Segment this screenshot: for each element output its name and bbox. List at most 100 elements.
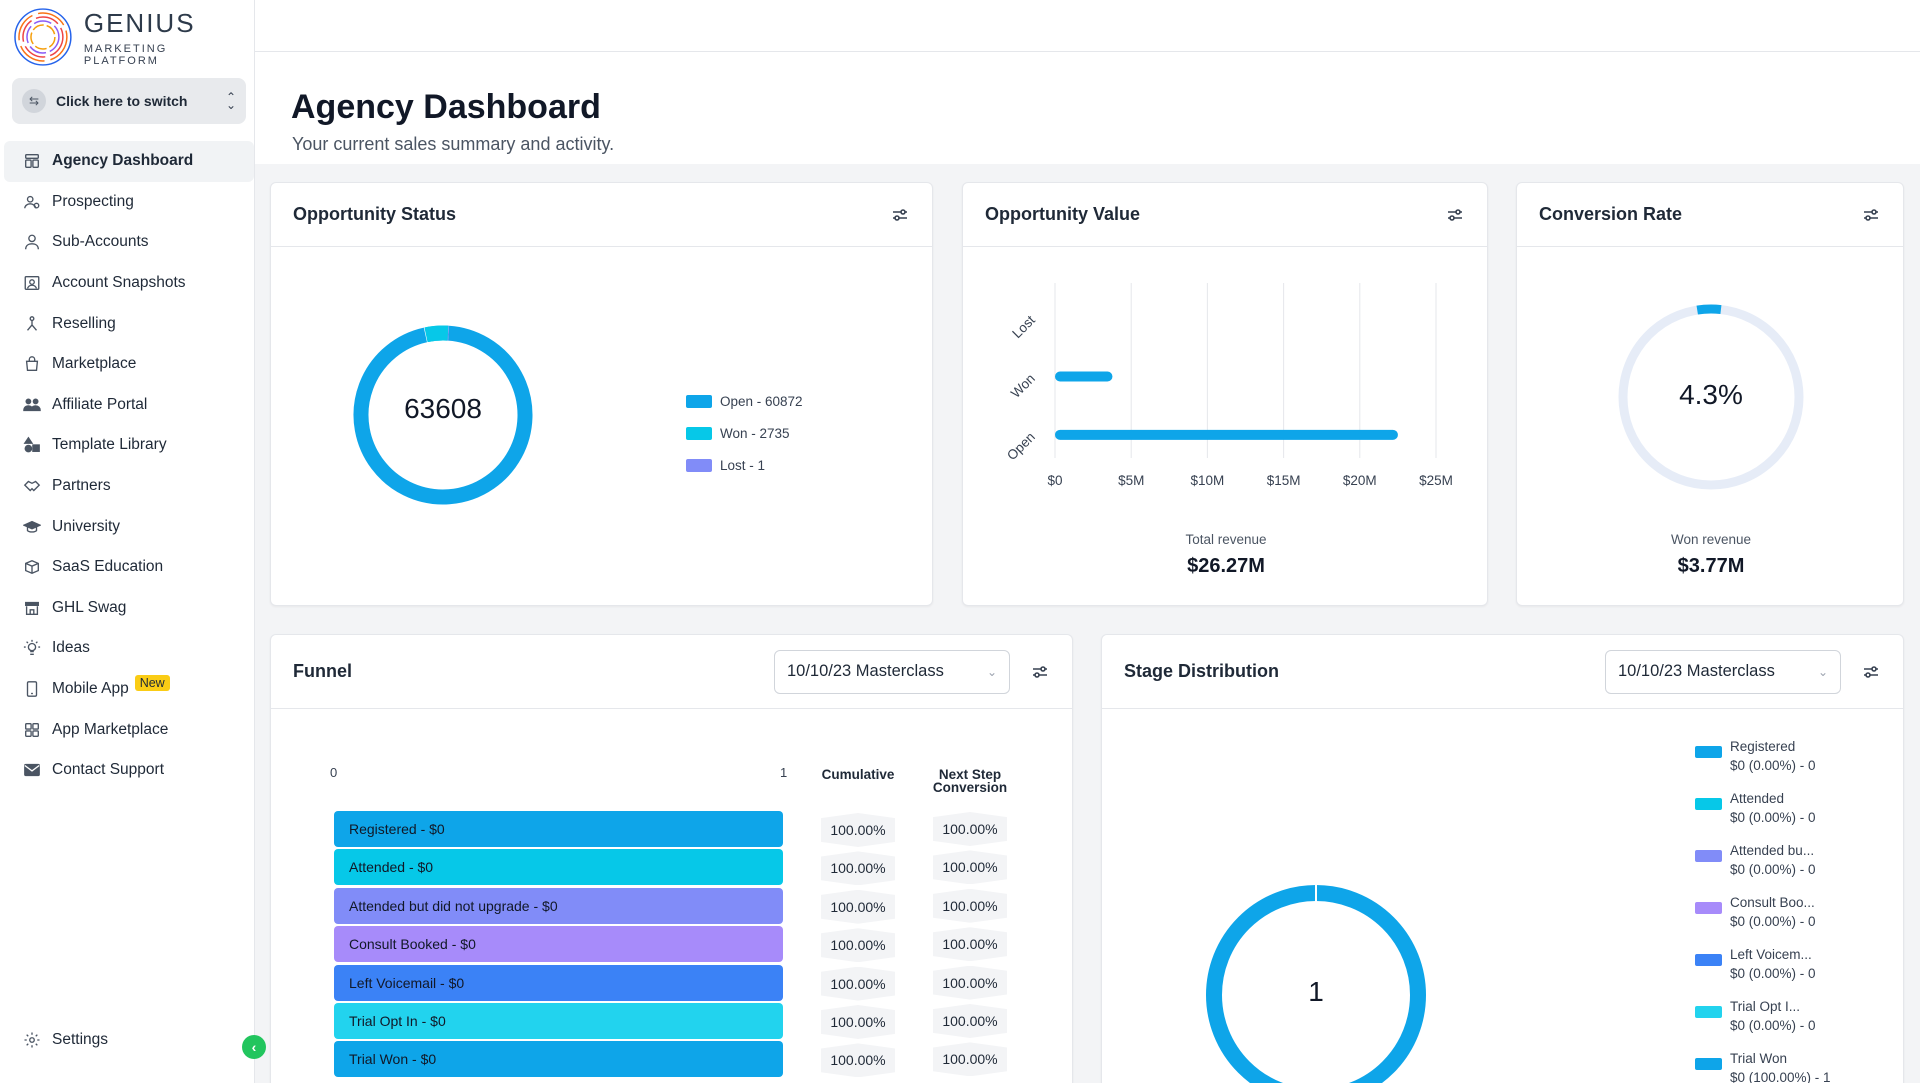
legend-label: Lost - 1 [720, 457, 766, 473]
chevron-down-icon: ⌄ [1817, 664, 1828, 679]
switch-account-icon: ⇆ [22, 89, 46, 113]
legend-label: Open - 60872 [720, 393, 803, 409]
stage-legend-item[interactable]: Registered $0 (0.00%) - 0 [1695, 737, 1905, 789]
funnel-select-value: 10/10/23 Masterclass [787, 662, 944, 680]
dashboard-icon [22, 151, 42, 171]
sidebar-item-saas-education[interactable]: SaaS Education [0, 547, 255, 588]
legend-label: Won - 2735 [720, 425, 790, 441]
sidebar-item-mobile-app[interactable]: Mobile App New [0, 669, 255, 710]
funnel-bar[interactable]: Trial Won - $0 [334, 1041, 783, 1078]
won-revenue-label: Won revenue [1670, 532, 1752, 547]
opportunity-value-card: Opportunity Value $0 $5M $10M $15M $20M $25M L… [962, 182, 1488, 606]
stage-legend-item[interactable]: Attended bu... $0 (0.00%) - 0 [1695, 841, 1905, 893]
opportunity-status-legend: Open - 60872 Won - 2735 Lost - 1 [686, 385, 803, 481]
sidebar-item-reselling[interactable]: Reselling [0, 303, 255, 344]
sliders-icon[interactable] [1861, 205, 1881, 225]
mobile-icon [22, 679, 42, 699]
sidebar-item-label: University [52, 517, 121, 535]
switcher-label: Click here to switch [56, 93, 188, 109]
sidebar-item-sub-accounts[interactable]: Sub-Accounts [0, 222, 255, 263]
x-tick-label: $0 [1047, 473, 1062, 488]
funnel-bar[interactable]: Left Voicemail - $0 [334, 964, 783, 1001]
sidebar-item-ideas[interactable]: Ideas [0, 628, 255, 669]
stage-legend-item[interactable]: Trial Opt I... $0 (0.00%) - 0 [1695, 997, 1905, 1049]
stage-legend-item[interactable]: Consult Boo... $0 (0.00%) - 0 [1695, 893, 1905, 945]
opportunity-status-donut [353, 325, 533, 505]
opportunity-value-title: Opportunity Value [985, 204, 1141, 224]
sidebar-item-partners[interactable]: Partners [0, 466, 255, 507]
sidebar-item-agency-dashboard[interactable]: Agency Dashboard [4, 141, 254, 182]
sidebar-item-app-marketplace[interactable]: App Marketplace [0, 709, 255, 750]
funnel-bar[interactable]: Attended - $0 [334, 849, 783, 886]
y-tick-label: Open [1004, 429, 1038, 463]
legend-item[interactable]: Lost - 1 [686, 449, 803, 481]
stage-legend-value: $0 (0.00%) - 0 [1730, 1018, 1816, 1033]
stage-legend-value: $0 (0.00%) - 0 [1730, 914, 1816, 929]
sidebar-item-ghl-swag[interactable]: GHL Swag [0, 588, 255, 629]
x-tick-label: $25M [1419, 473, 1453, 488]
funnel-bar[interactable]: Registered - $0 [334, 811, 783, 847]
stage-distribution-donut [1206, 884, 1426, 1083]
stage-distribution-legend: Registered $0 (0.00%) - 0 Attended $0 (0.00… [1695, 737, 1905, 1083]
opportunity-status-total: 63608 [404, 393, 482, 424]
page-subtitle: Your current sales summary and activity. [292, 134, 615, 154]
sliders-icon[interactable] [890, 205, 910, 225]
cumulative-header: Cumulative [821, 767, 895, 782]
stage-legend-item[interactable]: Left Voicem... $0 (0.00%) - 0 [1695, 945, 1905, 997]
sidebar-item-account-snapshots[interactable]: Account Snapshots [0, 263, 255, 304]
conv-slice-0 [1696, 304, 1722, 315]
legend-item[interactable]: Open - 60872 [686, 385, 803, 417]
prospecting-icon [22, 192, 42, 212]
sidebar-item-label: Marketplace [52, 355, 137, 373]
sidebar-item-affiliate-portal[interactable]: Affiliate Portal [0, 385, 255, 426]
cumulative-value: 100.00% [821, 851, 895, 886]
funnel-bar[interactable]: Consult Booked - $0 [334, 926, 783, 963]
legend-swatch [686, 426, 712, 440]
collapse-sidebar-button[interactable]: ‹ [242, 1035, 266, 1059]
opportunity-status-card: Opportunity Status 63608 Open - 60872 Won… [270, 182, 933, 606]
sliders-icon[interactable] [1861, 662, 1881, 682]
sidebar: GENIUS MARKETING PLATFORM ⇆ Click here t… [0, 0, 266, 1083]
cumulative-value: 100.00% [821, 928, 895, 963]
sliders-icon[interactable] [1030, 662, 1050, 682]
x-tick-label: $15M [1267, 473, 1301, 488]
reselling-icon [22, 314, 42, 334]
sidebar-item-template-library[interactable]: Template Library [0, 425, 255, 466]
brand-title: GENIUS [83, 7, 196, 38]
stage-legend-name: Attended [1730, 791, 1785, 806]
brand-logo[interactable]: GENIUS MARKETING PLATFORM [12, 6, 247, 68]
top-bar [255, 0, 1920, 52]
brand-subtitle: MARKETING PLATFORM [83, 42, 168, 67]
sidebar-item-contact-support[interactable]: Contact Support [0, 750, 255, 791]
stage-legend-item[interactable]: Attended $0 (0.00%) - 0 [1695, 789, 1905, 841]
account-switcher[interactable]: ⇆ Click here to switch ⌃ ⌄ [12, 78, 246, 124]
stage-pipeline-select[interactable]: 10/10/23 Masterclass ⌄ [1605, 649, 1841, 694]
stage-legend-value: $0 (0.00%) - 0 [1730, 862, 1816, 877]
users-icon [22, 395, 42, 415]
next-step-conversion-value: 100.00% [933, 850, 1007, 885]
stage-legend-name: Trial Won [1730, 1051, 1788, 1066]
total-revenue-value: $26.27M [1187, 555, 1265, 577]
funnel-bar[interactable]: Trial Opt In - $0 [334, 1003, 783, 1039]
gear-icon [22, 1030, 42, 1050]
sliders-icon[interactable] [1445, 205, 1465, 225]
sidebar-item-label: Prospecting [52, 192, 134, 210]
new-badge: New [134, 675, 170, 692]
stage-legend-name: Trial Opt I... [1730, 999, 1801, 1014]
stage-legend-name: Consult Boo... [1730, 895, 1815, 910]
sidebar-item-marketplace[interactable]: Marketplace [0, 344, 255, 385]
sidebar-item-label: Agency Dashboard [52, 152, 194, 170]
legend-item[interactable]: Won - 2735 [686, 417, 803, 449]
next-step-header-line2: Conversion [932, 780, 1008, 795]
sidebar-item-settings[interactable]: Settings [22, 1030, 108, 1050]
sidebar-item-label: Account Snapshots [52, 274, 186, 292]
sidebar-item-university[interactable]: University [0, 506, 255, 547]
graduation-cap-icon [22, 517, 42, 537]
sidebar-item-prospecting[interactable]: Prospecting [0, 182, 255, 223]
sidebar-item-label: Reselling [52, 314, 116, 332]
funnel-bar[interactable]: Attended but did not upgrade - $0 [334, 887, 783, 924]
funnel-pipeline-select[interactable]: 10/10/23 Masterclass ⌄ [774, 649, 1010, 694]
value-bar-won [1055, 371, 1113, 382]
stage-legend-item[interactable]: Trial Won $0 (100.00%) - 1 [1695, 1049, 1905, 1083]
legend-swatch [1695, 1006, 1722, 1018]
